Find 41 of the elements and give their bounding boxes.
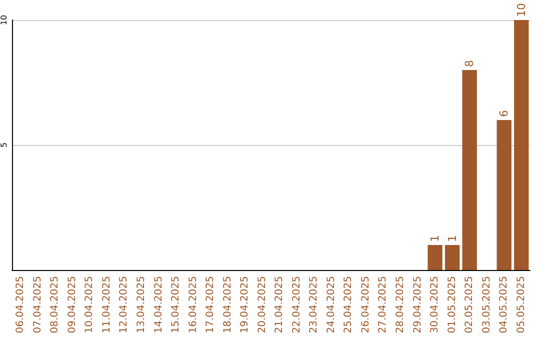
data-label: 10 <box>514 3 528 17</box>
x-tick-label: 21.04.2025 <box>274 276 286 334</box>
x-tick-label: 24.04.2025 <box>326 276 337 334</box>
x-tick-label: 07.04.2025 <box>32 276 44 334</box>
x-tick-label: 28.04.2025 <box>395 276 406 334</box>
data-label: 6 <box>498 110 511 117</box>
data-label: 8 <box>463 60 476 67</box>
x-tick-label: 19.04.2025 <box>240 276 251 334</box>
x-tick-label: 15.04.2025 <box>170 276 182 334</box>
x-tick-label: 08.04.2025 <box>50 276 61 334</box>
bar <box>444 245 460 270</box>
bar <box>514 20 529 270</box>
x-tick-label: 06.04.2025 <box>15 276 26 334</box>
bar <box>462 70 477 270</box>
x-tick-label: 04.05.2025 <box>498 276 510 334</box>
x-tick-label: 18.04.2025 <box>222 276 234 334</box>
x-tick-label: 29.04.2025 <box>412 276 424 334</box>
x-tick-label: 17.04.2025 <box>205 276 216 334</box>
x-tick-label: 27.04.2025 <box>378 276 389 334</box>
x-tick-label: 26.04.2025 <box>360 276 372 334</box>
bar <box>496 120 512 270</box>
bar <box>428 245 442 270</box>
x-tick-label: 12.04.2025 <box>118 276 130 334</box>
x-tick-label: 05.05.2025 <box>516 276 527 334</box>
x-tick-label: 10.04.2025 <box>84 276 96 334</box>
data-label: 1 <box>428 235 442 242</box>
x-tick-label: 11.04.2025 <box>101 276 112 334</box>
data-label: 1 <box>446 235 459 242</box>
y-tick-label: 5 <box>0 142 8 148</box>
x-tick-label: 16.04.2025 <box>188 276 199 334</box>
x-tick-label: 01.05.2025 <box>446 276 458 334</box>
x-tick-label: 25.04.2025 <box>343 276 354 334</box>
x-tick-label: 22.04.2025 <box>291 276 302 334</box>
x-tick-label: 14.04.2025 <box>153 276 164 334</box>
x-tick-label: 23.04.2025 <box>308 276 320 334</box>
x-tick-label: 20.04.2025 <box>256 276 268 334</box>
x-tick-label: 02.05.2025 <box>464 276 476 334</box>
x-tick-label: 09.04.2025 <box>66 276 78 334</box>
x-tick-label: 03.05.2025 <box>481 276 492 334</box>
x-tick-label: 30.04.2025 <box>430 276 441 334</box>
x-tick-label: 13.04.2025 <box>136 276 147 334</box>
